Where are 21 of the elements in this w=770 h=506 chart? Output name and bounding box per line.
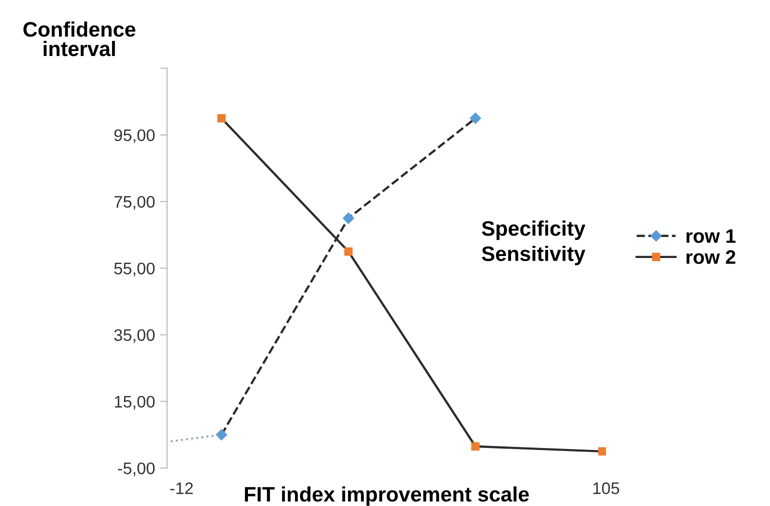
point <box>344 247 353 256</box>
legend-label: row 2 <box>686 250 736 264</box>
point <box>470 112 482 124</box>
x-tick-label: 105 <box>593 482 620 494</box>
y-tick-label: 95,00 <box>114 129 155 144</box>
y-tick-label: 35,00 <box>114 329 155 343</box>
legend-label: row 1 <box>686 229 736 243</box>
annotation: Sensitivity <box>482 246 586 266</box>
y-tick-label: 75,00 <box>114 196 155 210</box>
x-axis-title: FIT index improvement scale <box>244 486 529 506</box>
y-tick-label: -5,00 <box>118 462 155 476</box>
y-tick-label: 55,00 <box>114 262 155 276</box>
point <box>471 442 480 451</box>
x-tick-label: -12 <box>170 482 193 494</box>
annotation: Specificity <box>482 220 586 240</box>
y-axis-title: Confidence interval <box>23 21 136 56</box>
y-tick-label: 15,00 <box>114 396 155 410</box>
point <box>598 447 606 456</box>
point <box>342 212 354 224</box>
point <box>217 114 226 122</box>
point <box>216 429 228 440</box>
